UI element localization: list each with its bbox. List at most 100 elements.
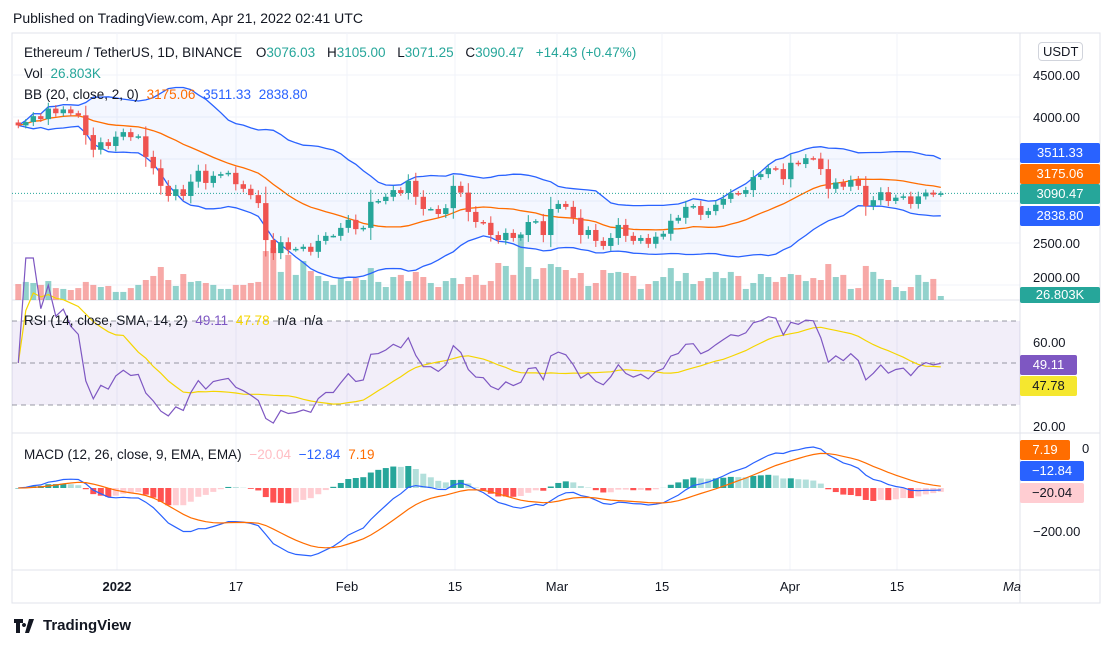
price-tick: 2000.00 (1033, 270, 1080, 285)
bb-legend[interactable]: BB (20, close, 2, 0) 3175.06 3511.33 283… (24, 87, 312, 102)
macd-histogram-bar (720, 477, 727, 488)
candle-body (795, 162, 801, 165)
bb-lower-value: 2838.80 (258, 87, 308, 102)
macd-histogram-bar (862, 488, 869, 500)
macd-legend[interactable]: MACD (12, 26, close, 9, EMA, EMA) −20.04… (24, 447, 378, 462)
volume-bar (157, 267, 164, 300)
volume-bar (622, 272, 629, 300)
candle-body (818, 158, 824, 170)
macd-histogram-bar (360, 477, 367, 488)
price-tick: 4500.00 (1033, 68, 1080, 83)
tradingview-logo[interactable]: TradingView (14, 617, 131, 634)
volume-bar (900, 291, 907, 300)
volume-bar (547, 264, 554, 300)
macd-histogram-bar (600, 488, 607, 493)
macd-histogram-bar (675, 482, 682, 488)
volume-bar (765, 277, 772, 300)
candle-body (23, 122, 29, 126)
candle-body (233, 172, 239, 185)
volume-bar (735, 275, 742, 300)
candle-body (428, 208, 434, 211)
macd-histogram-bar (907, 488, 914, 499)
volume-bar (675, 281, 682, 300)
volume-bar (277, 271, 284, 300)
macd-histogram-bar (232, 487, 239, 488)
time-label: 15 (447, 579, 463, 594)
macd-histogram-bar (202, 488, 209, 495)
time-label: 2022 (102, 579, 132, 594)
candle-body (683, 206, 689, 218)
macd-histogram-bar (892, 488, 899, 500)
candle-body (338, 227, 344, 236)
macd-histogram-bar (330, 486, 337, 488)
candle-body (390, 190, 396, 197)
candle-body (758, 174, 764, 178)
volume-bar (352, 278, 359, 300)
volume-bar (435, 287, 442, 300)
candle-body (68, 109, 74, 114)
candle-body (383, 196, 389, 201)
volume-bar (420, 277, 427, 300)
volume-bar (345, 281, 352, 300)
candle-body (893, 197, 899, 201)
candle-body (908, 196, 914, 204)
macd-histogram-bar (15, 488, 22, 489)
volume-bar (855, 288, 862, 300)
volume-value: 26.803K (50, 66, 101, 81)
macd-histogram-bar (630, 488, 637, 491)
candle-body (503, 232, 509, 241)
macd-histogram-bar (682, 479, 689, 488)
rsi-legend[interactable]: RSI (14, close, SMA, 14, 2) 49.11 47.78 … (24, 313, 327, 328)
volume-bar (382, 287, 389, 300)
macd-histogram-bar (120, 488, 127, 494)
candle-body (863, 185, 869, 207)
candle-body (773, 168, 779, 170)
volume-bar (847, 288, 854, 300)
candle-body (210, 175, 216, 183)
macd-histogram-bar (82, 488, 89, 490)
candle-body (113, 136, 119, 146)
macd-histogram-bar (142, 488, 149, 495)
macd-histogram-bar (787, 478, 794, 488)
volume-bar (607, 272, 614, 300)
macd-histogram-bar (922, 488, 929, 495)
volume-bar (75, 288, 82, 300)
macd-histogram-bar (450, 479, 457, 488)
candle-body (473, 211, 479, 222)
macd-histogram-bar (135, 488, 142, 493)
rsi-sma-line (17, 292, 941, 405)
macd-histogram-bar (847, 488, 854, 495)
volume-bar (637, 288, 644, 300)
macd-histogram-bar (607, 488, 614, 493)
time-label: Ma (1002, 579, 1022, 594)
volume-legend[interactable]: Vol 26.803K (24, 66, 105, 81)
candle-body (653, 236, 659, 244)
candle-body (645, 237, 651, 244)
macd-histogram-bar (352, 477, 359, 488)
candle-body (308, 246, 314, 252)
volume-bar (405, 281, 412, 300)
candle-body (488, 222, 494, 236)
macd-histogram-bar (390, 466, 397, 488)
candle-body (780, 169, 786, 180)
macd-histogram-bar (262, 488, 269, 498)
macd-histogram-bar (60, 483, 67, 488)
volume-bar (202, 282, 209, 300)
macd-histogram-bar (52, 484, 59, 488)
volume-bar (187, 281, 194, 300)
candle-body (728, 193, 734, 199)
volume-bar (930, 278, 937, 300)
volume-bar (532, 278, 539, 300)
candle-body (285, 242, 291, 250)
volume-bar (817, 280, 824, 300)
candle-body (885, 192, 891, 201)
candle-body (330, 235, 336, 238)
candle-body (203, 170, 209, 183)
symbol-name[interactable]: Ethereum / TetherUS, 1D, BINANCE (24, 45, 243, 60)
low-label: L (397, 45, 405, 60)
candle-body (638, 237, 644, 241)
volume-bar (397, 274, 404, 300)
currency-button[interactable]: USDT (1038, 42, 1084, 61)
macd-histogram-bar (502, 488, 509, 497)
